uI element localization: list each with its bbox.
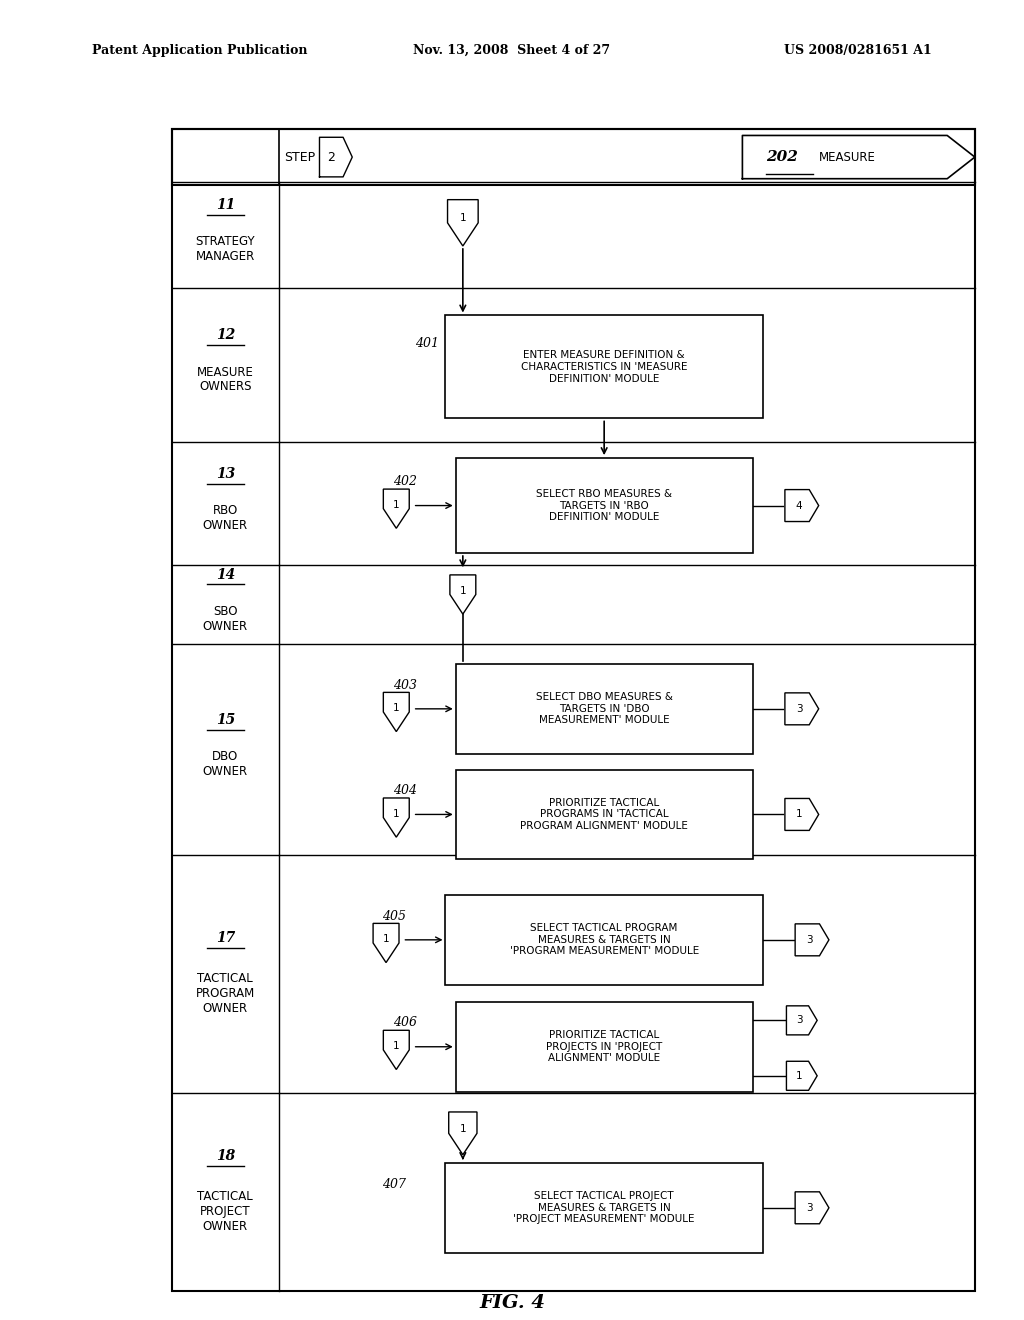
Text: 404: 404 <box>393 784 417 797</box>
Text: 1: 1 <box>460 586 466 595</box>
Polygon shape <box>447 199 478 246</box>
Text: 3: 3 <box>806 935 813 945</box>
Polygon shape <box>373 924 399 962</box>
Polygon shape <box>383 490 410 528</box>
Text: FIG. 4: FIG. 4 <box>479 1294 545 1312</box>
Text: PRIORITIZE TACTICAL
PROJECTS IN 'PROJECT
ALIGNMENT' MODULE: PRIORITIZE TACTICAL PROJECTS IN 'PROJECT… <box>546 1030 663 1064</box>
Text: 402: 402 <box>393 475 417 488</box>
Text: 3: 3 <box>796 1015 803 1026</box>
Text: SELECT RBO MEASURES &
TARGETS IN 'RBO
DEFINITION' MODULE: SELECT RBO MEASURES & TARGETS IN 'RBO DE… <box>537 488 672 523</box>
Polygon shape <box>449 1111 477 1155</box>
Text: TACTICAL
PROGRAM
OWNER: TACTICAL PROGRAM OWNER <box>196 973 255 1015</box>
Text: MEASURE: MEASURE <box>819 150 877 164</box>
Text: 1: 1 <box>460 214 466 223</box>
Text: PRIORITIZE TACTICAL
PROGRAMS IN 'TACTICAL
PROGRAM ALIGNMENT' MODULE: PRIORITIZE TACTICAL PROGRAMS IN 'TACTICA… <box>520 797 688 832</box>
Bar <box>172 129 975 185</box>
Text: 1: 1 <box>796 809 803 820</box>
Text: 3: 3 <box>796 704 803 714</box>
Text: STEP: STEP <box>285 150 315 164</box>
Text: 1: 1 <box>393 1041 399 1051</box>
Text: RBO
OWNER: RBO OWNER <box>203 504 248 532</box>
Polygon shape <box>785 799 819 830</box>
Bar <box>172 129 975 1291</box>
Bar <box>445 895 763 985</box>
Text: 1: 1 <box>393 809 399 818</box>
Polygon shape <box>785 693 819 725</box>
Bar <box>445 315 763 418</box>
Text: 407: 407 <box>383 1177 407 1191</box>
Text: 405: 405 <box>383 909 407 923</box>
Text: 4: 4 <box>796 500 803 511</box>
Text: 12: 12 <box>216 329 234 342</box>
Text: Nov. 13, 2008  Sheet 4 of 27: Nov. 13, 2008 Sheet 4 of 27 <box>414 44 610 57</box>
Text: 1: 1 <box>460 1125 466 1134</box>
Text: SELECT TACTICAL PROGRAM
MEASURES & TARGETS IN
'PROGRAM MEASUREMENT' MODULE: SELECT TACTICAL PROGRAM MEASURES & TARGE… <box>510 923 698 957</box>
Text: 18: 18 <box>216 1148 234 1163</box>
Polygon shape <box>796 924 829 956</box>
Polygon shape <box>786 1061 817 1090</box>
Text: 1: 1 <box>796 1071 803 1081</box>
Text: 202: 202 <box>766 150 798 164</box>
Text: US 2008/0281651 A1: US 2008/0281651 A1 <box>784 44 932 57</box>
Text: SELECT TACTICAL PROJECT
MEASURES & TARGETS IN
'PROJECT MEASUREMENT' MODULE: SELECT TACTICAL PROJECT MEASURES & TARGE… <box>513 1191 695 1225</box>
Polygon shape <box>786 1006 817 1035</box>
Bar <box>445 1163 763 1253</box>
Text: 14: 14 <box>216 568 234 582</box>
Text: STRATEGY
MANAGER: STRATEGY MANAGER <box>196 235 255 264</box>
Polygon shape <box>796 1192 829 1224</box>
Polygon shape <box>383 1031 410 1069</box>
Text: SBO
OWNER: SBO OWNER <box>203 605 248 634</box>
Text: 401: 401 <box>416 337 439 350</box>
Text: 2: 2 <box>327 150 335 164</box>
Text: MEASURE
OWNERS: MEASURE OWNERS <box>197 366 254 393</box>
Text: SELECT DBO MEASURES &
TARGETS IN 'DBO
MEASUREMENT' MODULE: SELECT DBO MEASURES & TARGETS IN 'DBO ME… <box>536 692 673 726</box>
Text: 1: 1 <box>393 704 399 713</box>
Polygon shape <box>383 799 410 837</box>
Bar <box>456 770 753 859</box>
Text: 403: 403 <box>393 678 417 692</box>
Polygon shape <box>383 693 410 731</box>
Text: 1: 1 <box>383 935 389 944</box>
Text: 3: 3 <box>806 1203 813 1213</box>
Bar <box>456 458 753 553</box>
Text: 13: 13 <box>216 467 234 480</box>
Text: 17: 17 <box>216 931 234 945</box>
Text: 1: 1 <box>393 500 399 510</box>
Bar <box>456 1002 753 1092</box>
Text: Patent Application Publication: Patent Application Publication <box>92 44 307 57</box>
Text: 11: 11 <box>216 198 234 213</box>
Polygon shape <box>450 576 476 614</box>
Text: 15: 15 <box>216 713 234 727</box>
Bar <box>456 664 753 754</box>
Text: ENTER MEASURE DEFINITION &
CHARACTERISTICS IN 'MEASURE
DEFINITION' MODULE: ENTER MEASURE DEFINITION & CHARACTERISTI… <box>521 350 687 384</box>
Text: TACTICAL
PROJECT
OWNER: TACTICAL PROJECT OWNER <box>198 1191 253 1233</box>
Text: DBO
OWNER: DBO OWNER <box>203 750 248 779</box>
Text: 406: 406 <box>393 1016 417 1030</box>
Polygon shape <box>785 490 819 521</box>
